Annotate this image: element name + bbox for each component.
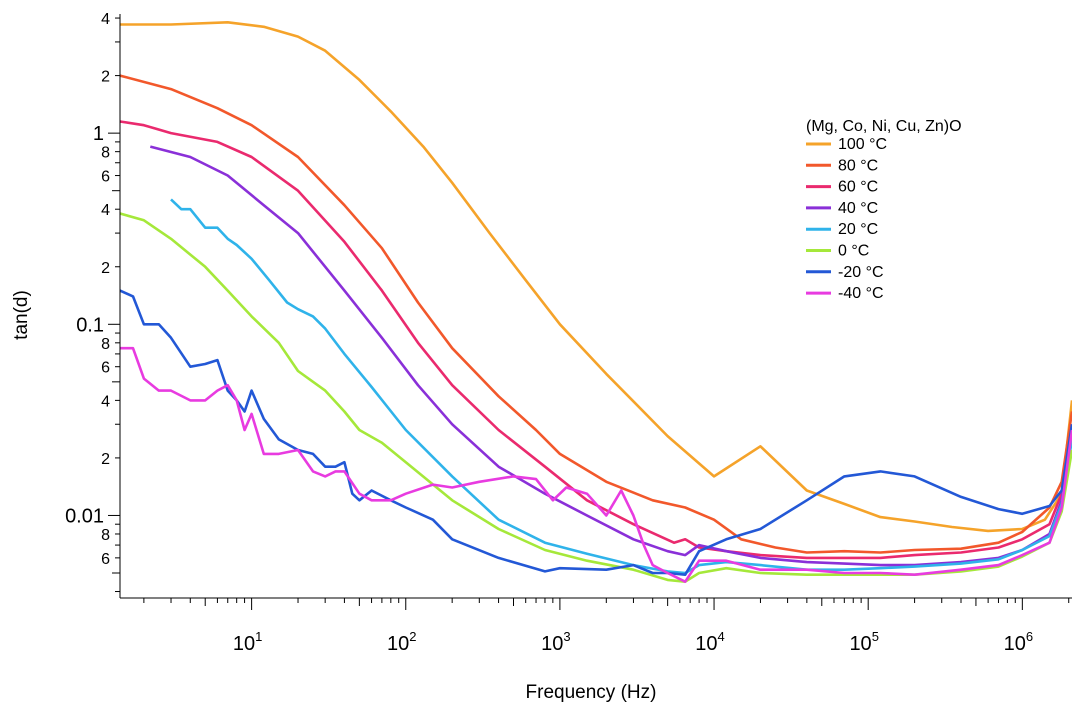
series-line-0 [120,20,1072,533]
x-tick-label-3: 104 [695,629,724,655]
legend-label-5: 0 °C [838,243,869,260]
legend-items: 100 °C 80 °C 60 °C 40 °C 20 °C 0 °C -20 °C -40 … [806,136,887,302]
y-major-label-0: 1 [93,123,104,145]
legend-label-2: 60 °C [838,179,878,196]
y-minor-label-11: 6 [101,551,110,568]
series-line-2 [119,120,1072,560]
legend-label-6: -20 °C [838,264,884,281]
x-axis-title: Frequency (Hz) [526,682,657,703]
series-line-7 [120,346,1072,584]
y-minor-label-7: 6 [101,360,110,377]
y-minor-label-8: 4 [101,393,110,410]
legend: (Mg, Co, Ni, Cu, Zn)O 100 °C 80 °C 60 °C 40… [806,118,962,302]
y-minor-label-0: 4 [101,11,110,28]
y-axis-title: tan(d) [11,290,32,340]
series-line-1 [119,74,1072,554]
legend-title: (Mg, Co, Ni, Cu, Zn)O [806,118,962,135]
x-tick-label-4: 105 [849,629,878,655]
tick-labels: 101 102 103 104 105 106 1 0.1 0.01 4 2 8 6 4 2 8 6 4 2 8 6 [65,11,1033,655]
legend-label-0: 100 °C [838,136,887,153]
y-minor-label-3: 6 [101,169,110,186]
ticks [108,17,1070,610]
x-tick-label-1: 102 [387,629,416,655]
y-minor-label-5: 2 [101,260,110,277]
y-minor-label-2: 8 [101,145,110,162]
plot-lines [119,20,1072,584]
y-minor-label-1: 2 [101,69,110,86]
y-minor-label-6: 8 [101,336,110,353]
legend-label-1: 80 °C [838,157,878,174]
y-major-label-2: 0.01 [65,505,104,527]
x-tick-label-0: 101 [233,629,262,655]
y-major-label-1: 0.1 [76,314,104,336]
x-tick-label-2: 103 [541,629,570,655]
y-minor-label-10: 8 [101,527,110,544]
y-minor-label-9: 2 [101,451,110,468]
legend-label-3: 40 °C [838,200,878,217]
x-tick-label-5: 106 [1004,629,1033,655]
series-line-5 [119,212,1072,584]
legend-label-4: 20 °C [838,221,878,238]
series-line-6 [119,289,1072,577]
series-line-3 [149,145,1072,567]
axes [119,14,1072,599]
series-line-4 [170,198,1072,575]
y-minor-label-4: 4 [101,202,110,219]
legend-label-7: -40 °C [838,285,884,302]
